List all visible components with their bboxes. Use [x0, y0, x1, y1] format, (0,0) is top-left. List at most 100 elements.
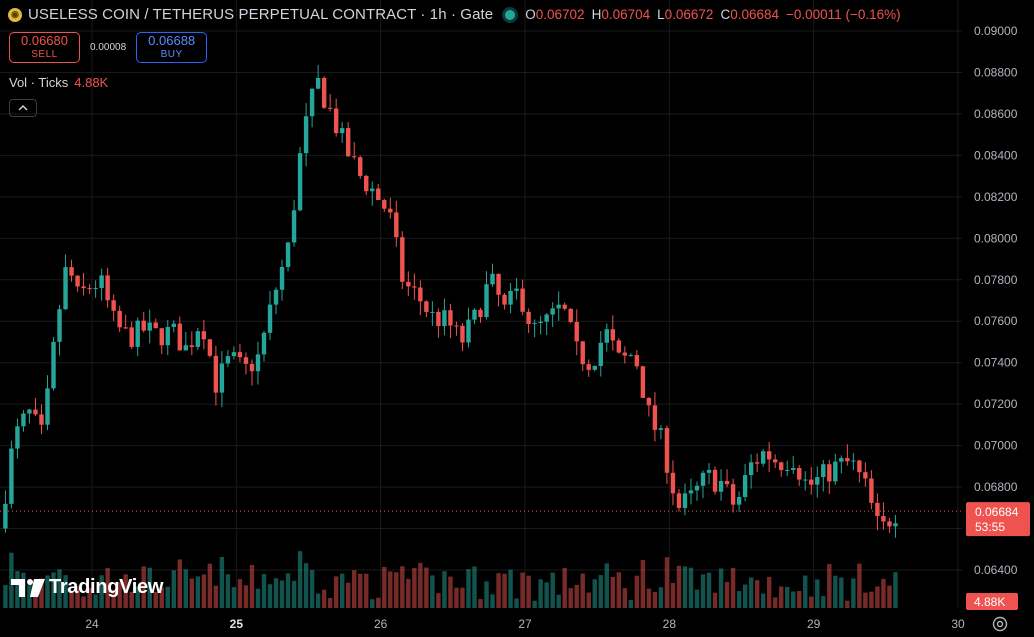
candle-body — [418, 287, 423, 302]
volume-bar — [255, 588, 261, 608]
candle-body — [670, 472, 676, 494]
volume-bar — [358, 573, 363, 608]
volume-bar — [243, 585, 249, 608]
candle-body — [57, 309, 62, 342]
candle-body — [538, 321, 543, 323]
volume-bar — [652, 591, 658, 608]
volume-legend[interactable]: Vol · Ticks 4.88K — [9, 75, 108, 90]
candle-body — [141, 320, 146, 331]
trade-panel: 0.06680 SELL 0.00008 0.06688 BUY — [9, 32, 208, 63]
volume-bar — [165, 586, 170, 608]
volume-bar — [803, 575, 808, 608]
candle-body — [243, 357, 249, 364]
sell-button[interactable]: 0.06680 SELL — [9, 32, 80, 63]
volume-bar — [153, 591, 158, 608]
tradingview-logo[interactable]: TradingView — [11, 576, 163, 599]
candle-body — [454, 325, 459, 327]
candle-body — [706, 469, 712, 473]
ohlc-low: L0.06672 — [657, 7, 714, 22]
candle-body — [111, 300, 116, 311]
candle-body — [189, 345, 195, 347]
candle-body — [839, 458, 844, 462]
volume-bar — [628, 599, 634, 608]
volume-bar — [875, 586, 880, 608]
volume-bar — [586, 592, 591, 608]
candle-body — [791, 468, 796, 470]
volume-bar — [267, 584, 273, 608]
candle-body — [358, 157, 363, 176]
candle-body — [51, 341, 56, 389]
volume-bar — [893, 572, 898, 608]
candle-body — [436, 311, 441, 327]
candle-body — [33, 409, 38, 415]
candle-body — [394, 212, 399, 238]
volume-badge — [966, 593, 1018, 610]
volume-bar — [171, 570, 176, 608]
volume-bar — [568, 588, 573, 608]
volume-bar — [742, 584, 748, 608]
chevron-up-icon — [18, 105, 28, 111]
candle-body — [760, 451, 766, 464]
volume-bar — [237, 579, 243, 608]
volume-bar — [640, 560, 646, 608]
gear-icon[interactable] — [990, 614, 1010, 634]
volume-bar — [15, 571, 20, 608]
candle-body — [382, 200, 387, 209]
volume-bar — [3, 584, 8, 608]
candle-body — [712, 469, 718, 492]
volume-bar — [279, 580, 285, 608]
market-status-dot — [505, 9, 516, 20]
volume-bar — [658, 587, 664, 608]
candle-body — [279, 267, 285, 290]
candle-body — [39, 414, 44, 425]
volume-bar — [845, 600, 850, 608]
volume-bar — [87, 587, 92, 608]
volume-bar — [297, 551, 303, 608]
last-price-label: 0.06684 — [975, 505, 1019, 519]
volume-bar — [135, 586, 140, 608]
y-tick-label: 0.07800 — [974, 273, 1018, 287]
coin-icon[interactable]: ◉ — [8, 7, 22, 22]
candle-body — [406, 281, 411, 287]
y-tick-label: 0.06800 — [974, 480, 1018, 494]
candle-body — [568, 308, 573, 323]
volume-bar — [791, 591, 796, 608]
candle-body — [460, 325, 465, 343]
x-tick-label: 27 — [518, 617, 532, 631]
volume-bar — [550, 572, 555, 608]
volume-bar — [123, 574, 128, 608]
collapse-legend-button[interactable] — [9, 99, 37, 117]
candle-body — [778, 462, 784, 471]
volume-bar — [231, 587, 237, 608]
ohlc-open: O0.06702 — [525, 7, 585, 22]
volume-bar — [502, 573, 507, 608]
y-tick-label: 0.08400 — [974, 148, 1018, 162]
volume-bar — [370, 599, 375, 608]
candle-body — [291, 210, 297, 243]
volume-bar — [532, 600, 537, 608]
volume-bar — [700, 574, 706, 608]
buy-button[interactable]: 0.06688 BUY — [136, 32, 208, 63]
candle-body — [881, 516, 886, 522]
volume-bar — [514, 598, 519, 608]
candle-body — [640, 366, 646, 398]
candle-body — [574, 322, 579, 342]
candle-body — [165, 326, 170, 346]
candle-body — [604, 329, 609, 343]
candle-body — [123, 327, 128, 329]
volume-bar — [81, 596, 86, 608]
candle-body — [718, 481, 724, 492]
candle-body — [766, 451, 772, 460]
volume-bar — [478, 599, 483, 608]
symbol-title[interactable]: USELESS COIN / TETHERUS PERPETUAL CONTRA… — [28, 6, 494, 23]
x-tick-label: 29 — [807, 617, 821, 631]
volume-bar — [472, 566, 477, 608]
volume-bar — [273, 578, 279, 608]
candle-body — [297, 153, 303, 211]
candle-body — [339, 128, 345, 134]
candle-body — [345, 128, 351, 157]
volume-bar — [321, 589, 327, 608]
candle-body — [333, 108, 339, 134]
volume-bar — [778, 586, 784, 608]
